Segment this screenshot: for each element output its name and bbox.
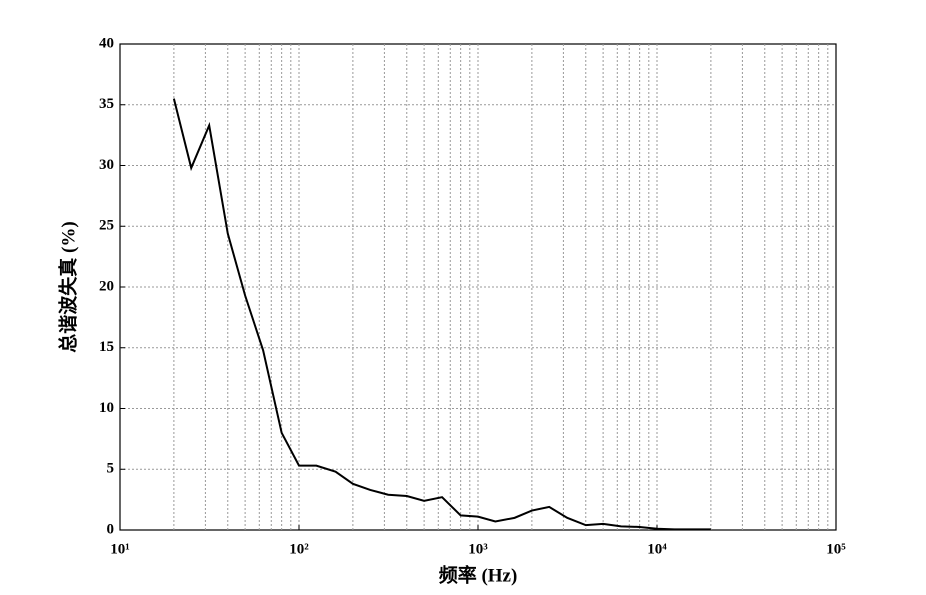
- x-tick-label: 10³: [468, 541, 488, 557]
- y-tick-label: 10: [99, 400, 114, 416]
- y-tick-label: 30: [99, 157, 114, 173]
- data-line: [172, 98, 711, 531]
- y-tick-label: 35: [99, 96, 114, 112]
- x-tick-label: 10²: [289, 541, 309, 557]
- x-axis-label: 频率 (Hz): [439, 563, 518, 586]
- y-axis-label: 总谐波失真 (%): [56, 221, 79, 352]
- y-tick-label: 5: [107, 461, 115, 477]
- y-tick-label: 15: [99, 339, 114, 355]
- y-tick-label: 0: [107, 521, 115, 537]
- y-tick-label: 20: [99, 278, 114, 294]
- x-tick-label: 10⁴: [647, 541, 667, 557]
- x-tick-label: 10⁵: [826, 541, 846, 557]
- x-tick-label: 10¹: [110, 541, 130, 557]
- y-tick-label: 25: [99, 218, 114, 234]
- y-tick-label: 40: [99, 35, 114, 51]
